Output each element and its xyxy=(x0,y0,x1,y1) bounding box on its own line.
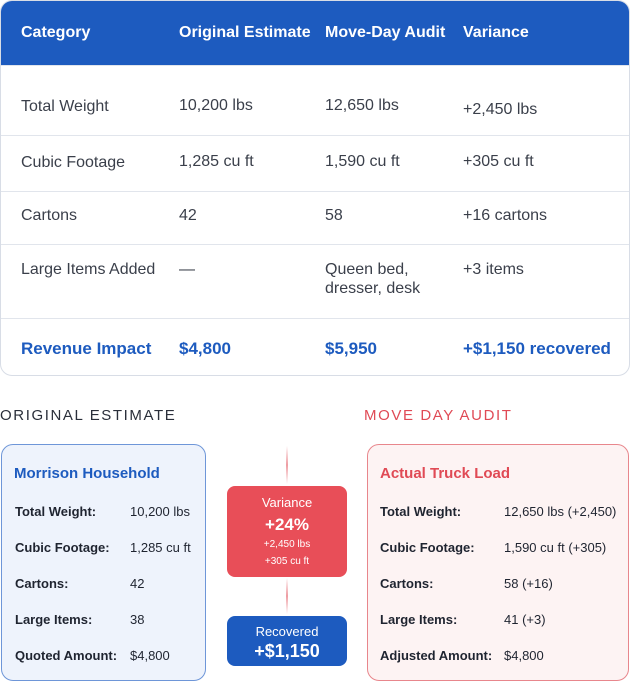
table-cell: — xyxy=(179,261,195,278)
field-label: Total Weight: xyxy=(15,504,97,519)
field-value: 1,590 cu ft (+305) xyxy=(504,540,607,555)
header-variance: Variance xyxy=(463,24,529,41)
field-label: Large Items: xyxy=(15,612,93,627)
table-cell: 1,590 cu ft xyxy=(325,153,400,170)
table-cell: 12,650 lbs xyxy=(325,97,399,114)
field-value: $4,800 xyxy=(130,648,170,663)
table-row: Cartons 42 58 +16 cartons xyxy=(1,191,629,244)
field-value: 12,650 lbs (+2,450) xyxy=(504,504,617,519)
variance-weight: +2,450 lbs xyxy=(263,539,311,550)
field-value: 42 xyxy=(130,576,145,591)
field-label: Cubic Footage: xyxy=(380,540,475,555)
table-row: Large Items Added — Queen bed, dresser, … xyxy=(1,244,629,318)
table-cell: 1,285 cu ft xyxy=(179,153,254,170)
table-cell: +2,450 lbs xyxy=(463,101,538,118)
recovered-amount: +$1,150 xyxy=(254,641,320,661)
table-cell: 10,200 lbs xyxy=(179,97,253,114)
variance-badge: Variance +24% +2,450 lbs +305 cu ft xyxy=(227,486,347,577)
original-estimate-card: Morrison Household Total Weight: 10,200 … xyxy=(1,444,206,681)
original-estimate-heading: ORIGINAL ESTIMATE xyxy=(0,407,177,424)
variance-percent: +24% xyxy=(265,515,309,534)
impact-original: $4,800 xyxy=(179,339,231,358)
field-value: 1,285 cu ft xyxy=(130,540,191,555)
move-day-audit-card: Actual Truck Load Total Weight: 12,650 l… xyxy=(367,444,629,681)
move-day-audit-heading: MOVE DAY AUDIT xyxy=(364,407,513,424)
header-category: Category xyxy=(21,24,91,41)
field-value: 58 (+16) xyxy=(504,576,553,591)
table-cell: 58 xyxy=(325,207,343,224)
field-label: Adjusted Amount: xyxy=(380,648,493,663)
impact-variance: +$1,150 recovered xyxy=(463,339,611,358)
table-cell: +305 cu ft xyxy=(463,153,534,170)
field-label: Quoted Amount: xyxy=(15,648,118,663)
table-cell: Cubic Footage xyxy=(21,154,126,171)
comparison-table: Category Original Estimate Move-Day Audi… xyxy=(0,0,630,376)
variance-volume: +305 cu ft xyxy=(264,556,310,567)
field-label: Cartons: xyxy=(15,576,69,591)
card-title: Morrison Household xyxy=(14,465,160,482)
table-cell: Queen bed, dresser, desk xyxy=(325,261,421,297)
field-value: $4,800 xyxy=(504,648,544,663)
table-cell: +16 cartons xyxy=(463,207,548,224)
table-row: Cubic Footage 1,285 cu ft 1,590 cu ft +3… xyxy=(1,135,629,191)
connector-line xyxy=(286,446,288,484)
field-label: Cubic Footage: xyxy=(15,540,110,555)
table-cell: 42 xyxy=(179,207,197,224)
impact-audit: $5,950 xyxy=(325,339,377,358)
table-cell: +3 items xyxy=(463,261,524,278)
table-row: Total Weight 10,200 lbs 12,650 lbs +2,45… xyxy=(1,65,629,135)
card-title: Actual Truck Load xyxy=(380,465,511,482)
field-label: Cartons: xyxy=(380,576,434,591)
field-value: 38 xyxy=(130,612,145,627)
header-move-day-audit: Move-Day Audit xyxy=(325,24,446,41)
field-value: 10,200 lbs xyxy=(130,504,190,519)
table-cell: Large Items Added xyxy=(21,261,156,278)
connector-line xyxy=(286,578,288,614)
revenue-impact-row: Revenue Impact $4,800 $5,950 +$1,150 rec… xyxy=(1,318,629,375)
field-label: Large Items: xyxy=(380,612,458,627)
field-label: Total Weight: xyxy=(380,504,462,519)
field-value: 41 (+3) xyxy=(504,612,546,627)
recovered-badge: Recovered +$1,150 xyxy=(227,616,347,666)
impact-label: Revenue Impact xyxy=(21,339,152,358)
table-cell: Total Weight xyxy=(21,98,109,115)
header-original-estimate: Original Estimate xyxy=(179,24,311,41)
table-cell: Cartons xyxy=(21,207,78,224)
recovered-label: Recovered xyxy=(255,624,319,639)
variance-label: Variance xyxy=(261,495,313,510)
table-header-row: Category Original Estimate Move-Day Audi… xyxy=(1,1,629,65)
